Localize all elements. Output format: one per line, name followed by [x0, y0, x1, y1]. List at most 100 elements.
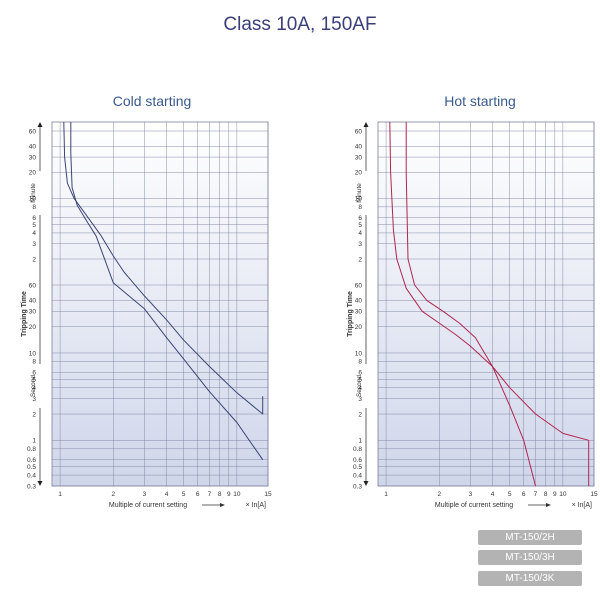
- y-tick-label-second: 0.8: [27, 446, 36, 453]
- y-tick-label-minute: 2: [358, 256, 362, 263]
- x-tick-label: 2: [111, 491, 115, 498]
- y-tick-label-minute: 3: [358, 241, 362, 248]
- series-line-lower: [70, 122, 264, 460]
- y-axis-arrow: [363, 122, 369, 127]
- model-badge-3k: MT-150/3K: [478, 571, 582, 586]
- y-unit-minute-label: Minute: [30, 183, 37, 203]
- y-tick-label-minute: 30: [29, 154, 37, 161]
- y-tick-label-minute: 5: [32, 222, 36, 229]
- y-axis-arrow: [37, 122, 43, 127]
- x-tick-label: 4: [491, 491, 495, 498]
- y-tick-label-second: 3: [32, 396, 36, 403]
- y-tick-label-second: 0.6: [353, 457, 362, 464]
- y-tick-label-second: 0.6: [27, 457, 36, 464]
- y-tick-label-second: 1: [358, 438, 362, 445]
- x-axis-title: Multiple of current setting: [435, 502, 513, 509]
- y-tick-label-second: 0.3: [27, 483, 36, 490]
- x-tick-label: 6: [522, 491, 526, 498]
- plot-area: [51, 121, 269, 487]
- page-title: Class 10A, 150AF: [223, 14, 377, 35]
- y-tick-label-second: 0.4: [27, 472, 36, 479]
- y-tick-label-minute: 60: [29, 128, 37, 135]
- series-line-upper: [63, 121, 264, 415]
- y-tick-label-second: 4: [358, 385, 362, 392]
- y-tick-label-minute: 20: [355, 170, 363, 177]
- y-axis-arrow: [37, 481, 43, 486]
- x-tick-label: 9: [227, 491, 231, 498]
- y-tick-label-second: 1: [32, 438, 36, 445]
- y-tick-label-second: 6: [358, 370, 362, 377]
- x-tick-label: 1: [58, 491, 62, 498]
- y-tick-label-second: 40: [355, 298, 363, 305]
- x-tick-label: 9: [553, 491, 557, 498]
- y-tick-label-second: 0.5: [27, 464, 36, 471]
- y-tick-label-second: 8: [32, 359, 36, 366]
- hot-starting-chart: Hot starting6040302010865432604030201086…: [347, 93, 598, 509]
- y-tick-label-minute: 40: [355, 144, 363, 151]
- y-axis-arrow: [363, 481, 369, 486]
- x-axis-arrowhead: [220, 503, 225, 507]
- x-tick-label: 7: [208, 491, 212, 498]
- y-tick-label-minute: 6: [358, 215, 362, 222]
- x-tick-label: 15: [264, 491, 272, 498]
- chart-title: Cold starting: [113, 93, 192, 109]
- y-tick-label-minute: 40: [29, 144, 37, 151]
- x-tick-label: 3: [143, 491, 147, 498]
- chart-title: Hot starting: [444, 93, 516, 109]
- x-axis-unit: × In[A]: [572, 502, 592, 509]
- y-tick-label-minute: 5: [358, 222, 362, 229]
- y-tick-label-second: 20: [29, 324, 37, 331]
- y-tick-label-minute: 8: [32, 204, 36, 211]
- y-tick-label-minute: 10: [355, 196, 363, 203]
- y-tick-label-second: 4: [32, 385, 36, 392]
- x-axis-title: Multiple of current setting: [109, 502, 187, 509]
- x-axis-unit: × In[A]: [246, 502, 266, 509]
- y-tick-label-minute: 10: [29, 196, 37, 203]
- y-unit-second-label: Second: [356, 375, 363, 397]
- x-tick-label: 10: [559, 491, 567, 498]
- y-tick-label-minute: 20: [29, 170, 37, 177]
- y-tick-label-second: 2: [358, 411, 362, 418]
- x-tick-label: 8: [218, 491, 222, 498]
- y-tick-label-second: 10: [29, 350, 37, 357]
- x-tick-label: 8: [544, 491, 548, 498]
- model-badge-3h: MT-150/3H: [478, 550, 582, 565]
- x-tick-label: 2: [437, 491, 441, 498]
- x-tick-label: 5: [182, 491, 186, 498]
- series-line-upper: [389, 121, 590, 486]
- y-tick-label-minute: 60: [355, 128, 363, 135]
- x-tick-label: 5: [508, 491, 512, 498]
- x-tick-label: 3: [469, 491, 473, 498]
- x-tick-label: 15: [590, 491, 598, 498]
- x-axis-arrowhead: [546, 503, 551, 507]
- model-badge-2h: MT-150/2H: [478, 530, 582, 545]
- y-tick-label-minute: 3: [32, 241, 36, 248]
- y-unit-minute-label: Minute: [356, 183, 363, 203]
- y-tick-label-minute: 4: [32, 230, 36, 237]
- y-tick-label-second: 20: [355, 324, 363, 331]
- x-tick-label: 7: [534, 491, 538, 498]
- x-tick-label: 6: [196, 491, 200, 498]
- cold-starting-chart: Cold starting604030201086543260403020108…: [21, 93, 272, 509]
- y-tick-label-minute: 8: [358, 204, 362, 211]
- series-line-lower: [405, 122, 536, 487]
- plot-area: [377, 121, 595, 487]
- y-tick-label-second: 0.3: [353, 483, 362, 490]
- y-tick-label-second: 40: [29, 298, 37, 305]
- y-tick-label-second: 30: [355, 309, 363, 316]
- x-tick-label: 4: [165, 491, 169, 498]
- y-tick-label-minute: 2: [32, 256, 36, 263]
- x-tick-label: 10: [233, 491, 241, 498]
- y-tick-label-second: 30: [29, 309, 37, 316]
- y-tick-label-second: 6: [32, 370, 36, 377]
- y-tick-label-minute: 30: [355, 154, 363, 161]
- y-tick-label-second: 0.4: [353, 472, 362, 479]
- y-tick-label-second: 60: [355, 282, 363, 289]
- y-tick-label-minute: 4: [358, 230, 362, 237]
- y-tick-label-second: 8: [358, 359, 362, 366]
- y-unit-second-label: Second: [30, 375, 37, 397]
- y-tick-label-second: 0.5: [353, 464, 362, 471]
- y-tick-label-minute: 6: [32, 215, 36, 222]
- y-tick-label-second: 2: [32, 411, 36, 418]
